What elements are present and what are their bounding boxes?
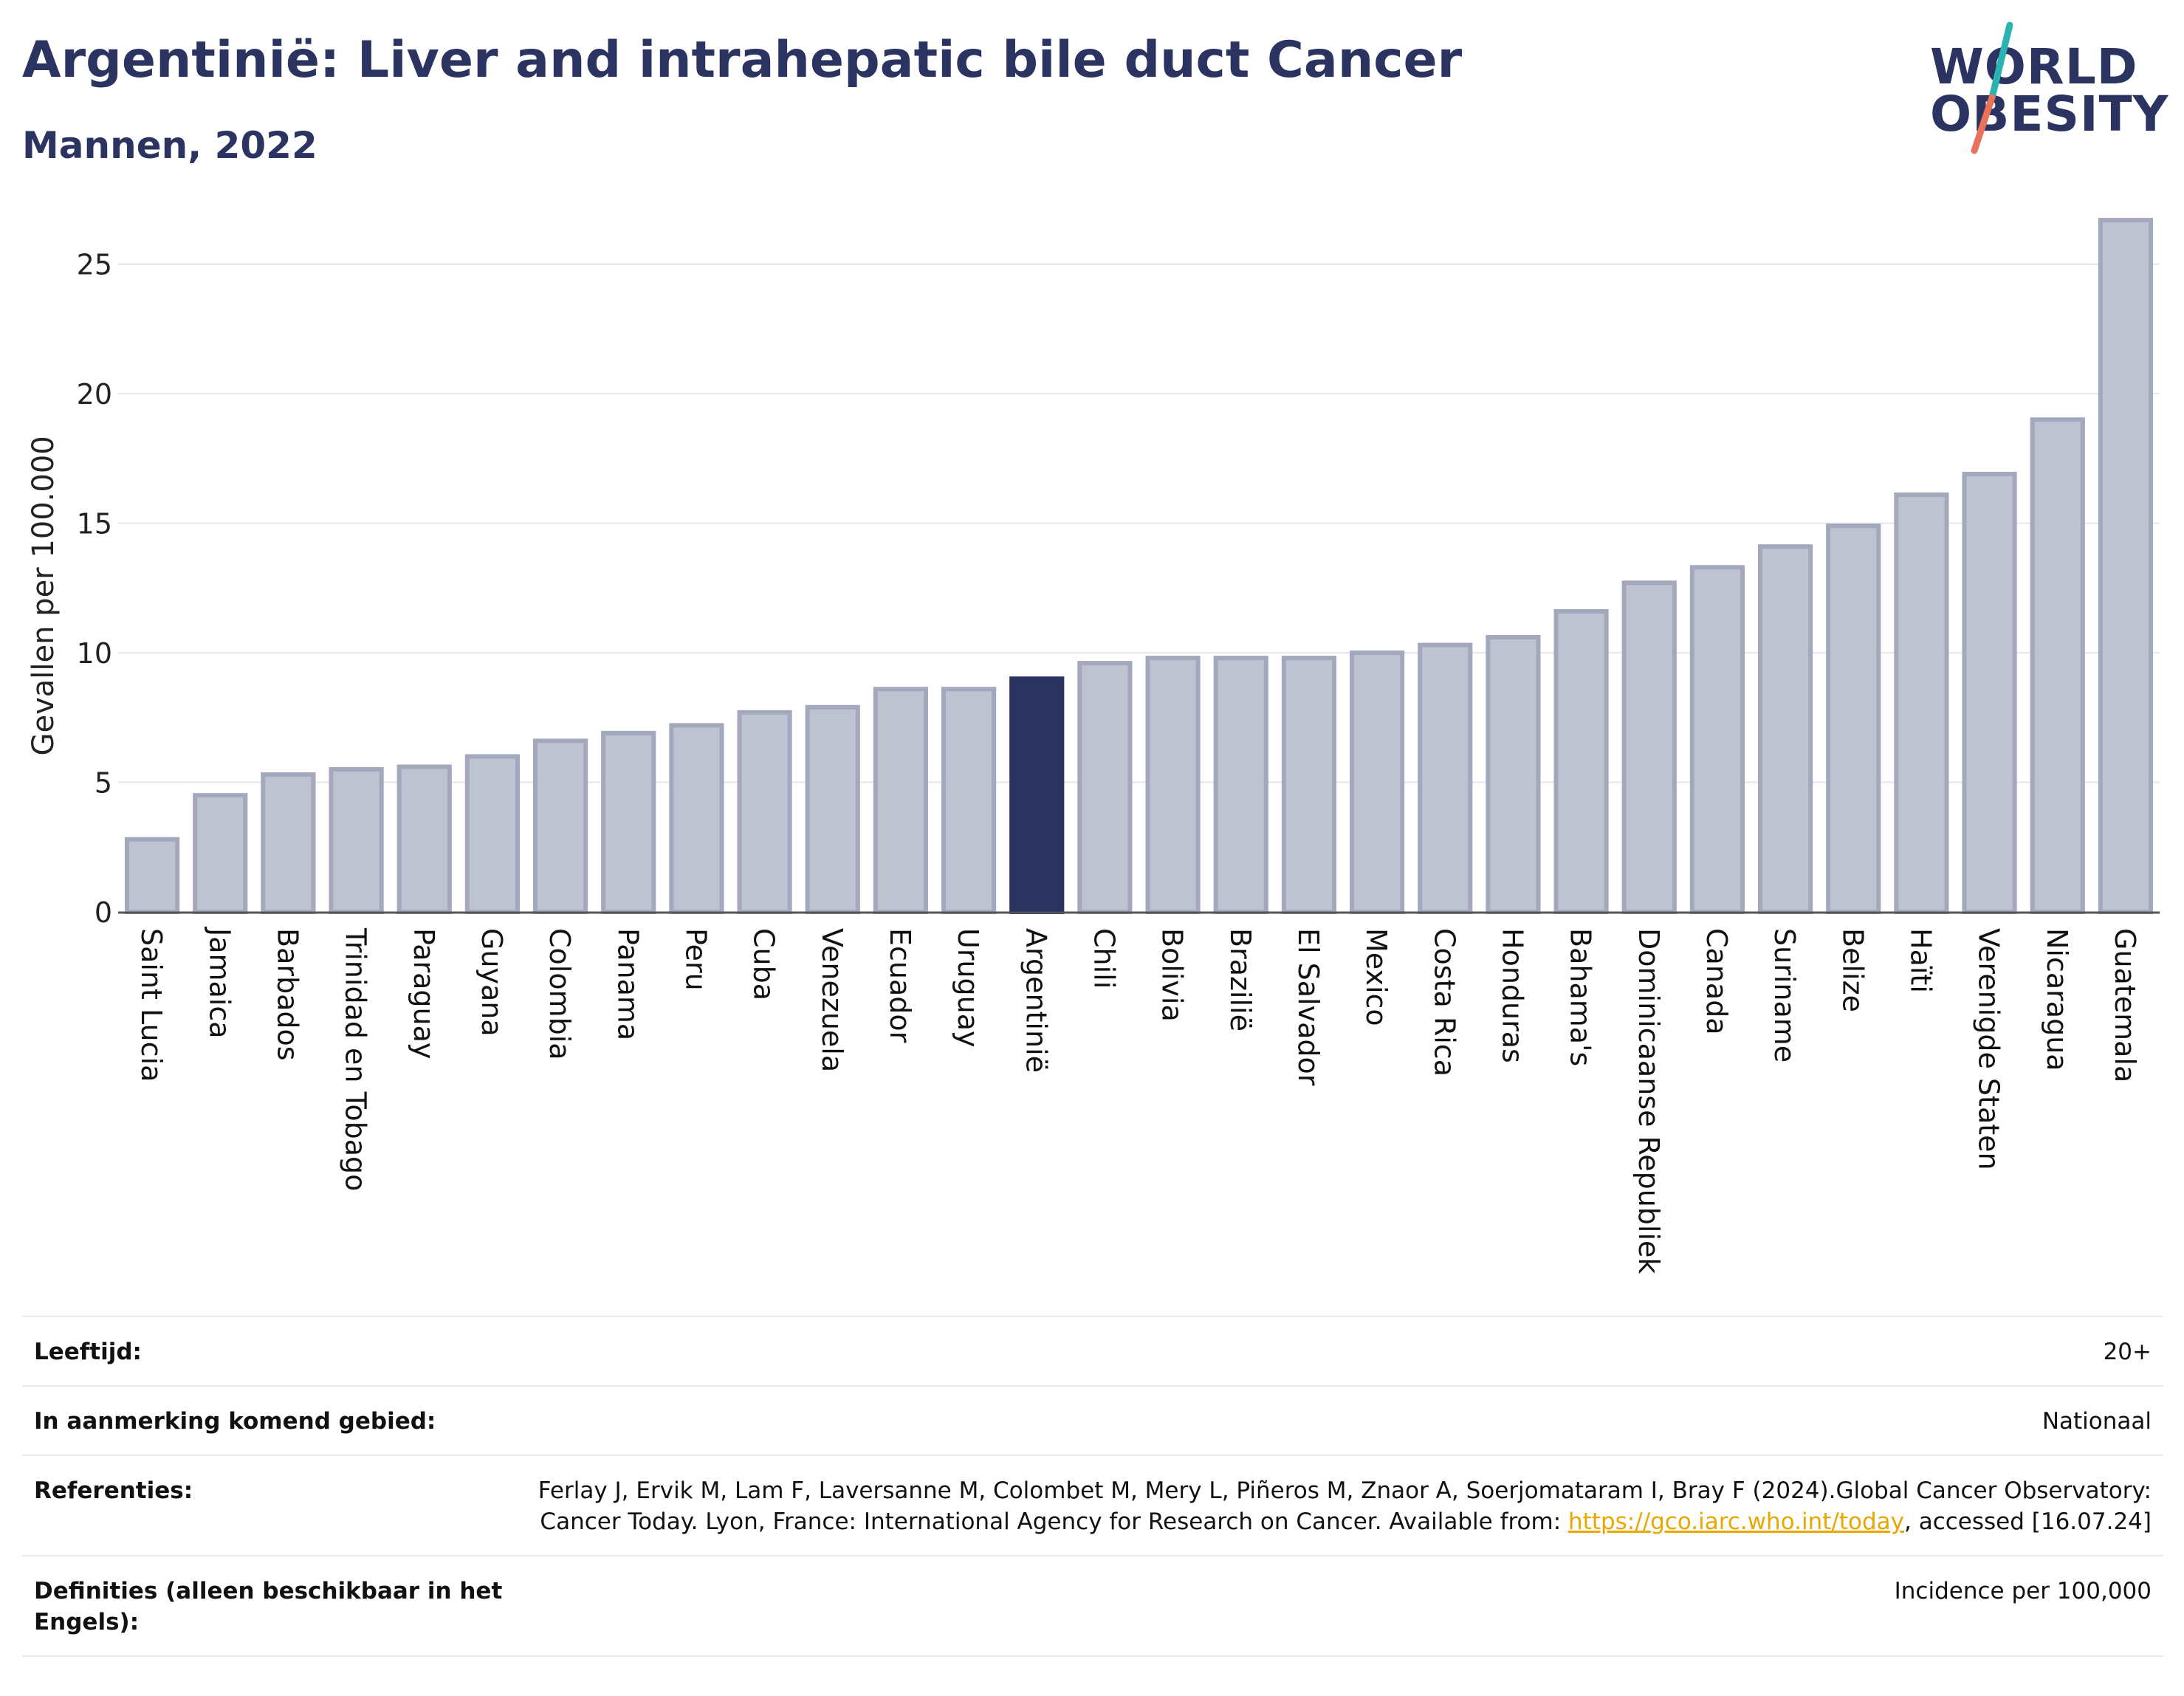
x-tick-label: Belize xyxy=(1836,928,1869,1012)
bar-peru xyxy=(669,723,724,914)
y-tick-label: 10 xyxy=(77,637,112,670)
x-tick-label: Trinidad en Tobago xyxy=(340,927,372,1191)
bars xyxy=(124,218,2154,915)
x-tick-label: El Salvador xyxy=(1292,928,1325,1086)
x-tick-label: Mexico xyxy=(1360,928,1393,1026)
x-tick-label: Canada xyxy=(1700,928,1733,1035)
bar-uruguay xyxy=(941,687,997,915)
info-table: Leeftijd: 20+ In aanmerking komend gebie… xyxy=(22,1316,2163,1657)
age-value: 20+ xyxy=(2103,1339,2152,1365)
x-tick-label: Paraguay xyxy=(408,928,440,1059)
x-tick-label: Verenigde Staten xyxy=(1973,928,2005,1170)
bar-bolivia xyxy=(1145,656,1201,914)
bar-costa-rica xyxy=(1418,642,1473,915)
world-obesity-logo: WORLD OBESITY xyxy=(1920,18,2171,158)
x-tick-label: Guatemala xyxy=(2109,928,2141,1082)
y-tick-label: 5 xyxy=(95,767,112,800)
x-tick-label: Uruguay xyxy=(952,928,984,1048)
info-row-references: Referenties: Ferlay J, Ervik M, Lam F, L… xyxy=(22,1455,2163,1555)
x-tick-label: Dominicaanse Republiek xyxy=(1632,928,1665,1274)
x-tick-label: Chili xyxy=(1088,928,1120,989)
x-tick-label: Guyana xyxy=(475,928,508,1037)
bar-bahama-s xyxy=(1553,608,1609,914)
x-tick-label: Suriname xyxy=(1768,928,1801,1062)
y-axis-ticks: 0 5 10 15 20 25 xyxy=(77,249,112,929)
y-tick-label: 15 xyxy=(77,508,112,540)
info-row-definitions: Definities (alleen beschikbaar in het En… xyxy=(22,1555,2163,1657)
bar-dominicaanse-republiek xyxy=(1621,580,1677,914)
logo-line-2: OBESITY xyxy=(1930,86,2169,143)
bar-verenigde-staten xyxy=(1962,471,2017,914)
y-axis-label: Gevallen per 100.000 xyxy=(27,436,61,755)
bar-ha-ti xyxy=(1894,492,1949,914)
x-tick-label: Panama xyxy=(611,928,644,1040)
x-tick-label: Brazilië xyxy=(1224,928,1257,1031)
x-tick-label: Haïti xyxy=(1904,928,1937,993)
chart-title: Argentinië: Liver and intrahepatic bile … xyxy=(22,31,1463,89)
bar-colombia xyxy=(532,738,588,915)
info-row-area: In aanmerking komend gebied: Nationaal xyxy=(22,1385,2163,1455)
logo-slash-icon xyxy=(1971,21,2013,154)
x-tick-label: Jamaica xyxy=(203,927,236,1039)
x-tick-label: Saint Lucia xyxy=(135,928,168,1082)
references-link[interactable]: https://gco.iarc.who.int/today xyxy=(1568,1508,1904,1535)
y-tick-label: 0 xyxy=(95,896,112,929)
age-label: Leeftijd: xyxy=(34,1339,142,1365)
bar-ecuador xyxy=(873,687,929,915)
bar-trinidad-en-tobago xyxy=(329,767,384,914)
x-tick-label: Bolivia xyxy=(1156,928,1189,1022)
references-value: Ferlay J, Ervik M, Lam F, Laversanne M, … xyxy=(527,1475,2152,1537)
chart-subtitle: Mannen, 2022 xyxy=(22,124,317,167)
bar-guyana xyxy=(464,754,521,914)
y-tick-label: 20 xyxy=(77,378,112,411)
bar-suriname xyxy=(1757,544,1813,914)
references-accessed: , accessed [16.07.24] xyxy=(1903,1508,2152,1535)
bar-el-salvador xyxy=(1281,656,1337,914)
x-tick-label: Argentinië xyxy=(1020,928,1052,1073)
area-value: Nationaal xyxy=(2042,1408,2152,1435)
x-tick-label: Honduras xyxy=(1496,928,1528,1063)
x-axis-labels: Saint Lucia Jamaica Barbados Trinidad en To… xyxy=(135,927,2141,1274)
x-tick-label: Peru xyxy=(679,928,712,991)
bar-saint-lucia xyxy=(124,837,180,915)
bar-brazili- xyxy=(1213,656,1268,914)
bar-honduras xyxy=(1486,635,1541,914)
bar-argentini- xyxy=(1009,676,1065,914)
y-tick-label: 25 xyxy=(77,249,112,281)
logo-line-1: WORLD xyxy=(1930,38,2138,95)
area-label: In aanmerking komend gebied: xyxy=(34,1408,436,1435)
x-tick-label: Colombia xyxy=(543,928,576,1060)
bar-jamaica xyxy=(193,793,248,914)
x-tick-label: Cuba xyxy=(748,928,780,1000)
bar-guatemala xyxy=(2098,218,2154,914)
definitions-value: Incidence per 100,000 xyxy=(1894,1578,2152,1604)
bar-paraguay xyxy=(396,764,452,914)
definitions-label: Definities (alleen beschikbaar in het En… xyxy=(34,1578,503,1635)
x-tick-label: Barbados xyxy=(271,928,303,1061)
bar-mexico xyxy=(1349,650,1405,914)
x-tick-label: Nicaragua xyxy=(2041,928,2073,1071)
bar-belize xyxy=(1826,523,1881,914)
x-tick-label: Venezuela xyxy=(816,928,848,1072)
bar-barbados xyxy=(261,772,316,914)
x-tick-label: Ecuador xyxy=(884,928,916,1043)
x-tick-label: Costa Rica xyxy=(1428,928,1460,1077)
x-tick-label: Bahama's xyxy=(1565,928,1597,1066)
grid-lines xyxy=(118,263,2160,783)
bar-canada xyxy=(1689,565,1745,914)
bar-chart: 0 5 10 15 20 25 Gevallen per 100.000 Saint Lu… xyxy=(27,218,2160,1274)
bar-nicaragua xyxy=(2030,417,2085,915)
bar-chili xyxy=(1077,661,1133,914)
references-label: Referenties: xyxy=(34,1477,193,1504)
info-row-age: Leeftijd: 20+ xyxy=(22,1316,2163,1385)
bar-panama xyxy=(601,730,656,915)
bar-cuba xyxy=(737,710,792,914)
references-text: Ferlay J, Ervik M, Lam F, Laversanne M, … xyxy=(538,1477,2152,1535)
bar-venezuela xyxy=(805,704,860,914)
